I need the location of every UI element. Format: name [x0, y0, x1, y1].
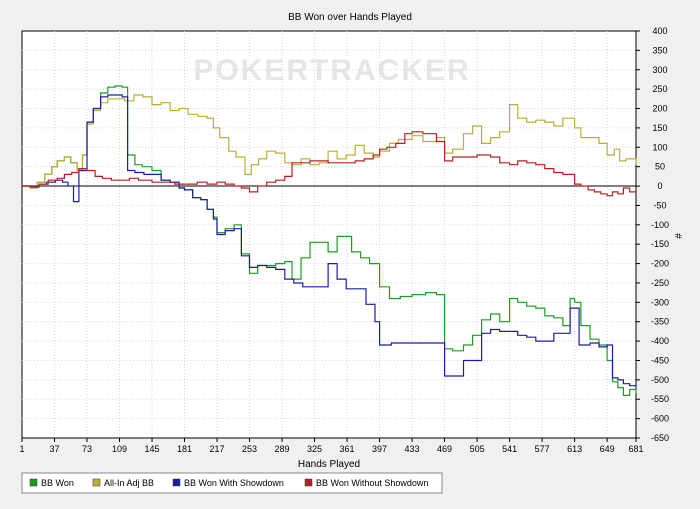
legend-swatch	[29, 478, 38, 487]
watermark-logo: POKERTRACKER	[193, 54, 470, 87]
x-tick-label: 613	[567, 444, 582, 454]
x-tick-label: 649	[600, 444, 615, 454]
legend-swatch	[172, 478, 181, 487]
x-tick-label: 253	[242, 444, 257, 454]
y-tick-label: -450	[651, 355, 669, 365]
legend-swatch	[92, 478, 101, 487]
legend-entry: All-In Adj BB	[104, 478, 154, 488]
series-line-1	[22, 85, 637, 396]
y-tick-label: 50	[655, 162, 665, 172]
y-axis-title: #	[672, 233, 683, 239]
axes: 1 37 73 109 145 181 217 253 289 325 361 397 433 469 50…	[19, 26, 669, 454]
y-tick-label: -100	[651, 220, 669, 230]
x-tick-label: 469	[437, 444, 452, 454]
legend-entry: BB Won With Showdown	[184, 478, 284, 488]
grid	[22, 31, 636, 438]
x-tick-label: 37	[49, 444, 59, 454]
y-tick-label: -250	[651, 278, 669, 288]
series-line-3	[22, 94, 637, 388]
y-tick-label: 250	[652, 84, 667, 94]
x-tick-label: 361	[340, 444, 355, 454]
y-tick-label: 0	[657, 181, 662, 191]
x-tick-label: 73	[82, 444, 92, 454]
x-tick-label: 577	[535, 444, 550, 454]
x-tick-label: 433	[405, 444, 420, 454]
x-tick-label: 505	[470, 444, 485, 454]
legend-box	[21, 472, 443, 494]
legend: BB Won All-In Adj BB BB Won With Showdown B…	[29, 478, 428, 488]
x-tick-label: 109	[112, 444, 127, 454]
y-tick-label: 400	[652, 26, 667, 36]
x-tick-label: 1	[19, 444, 24, 454]
x-tick-label: 145	[145, 444, 160, 454]
y-tick-label: -50	[653, 200, 666, 210]
y-tick-label: -300	[651, 297, 669, 307]
series-line-4	[22, 131, 636, 197]
x-tick-label: 181	[177, 444, 192, 454]
plot-area	[21, 30, 637, 439]
chart-title: BB Won over Hands Played	[288, 12, 412, 23]
x-tick-label: 289	[275, 444, 290, 454]
y-tick-label: -350	[651, 317, 669, 327]
x-tick-label: 541	[502, 444, 517, 454]
y-tick-label: -400	[651, 336, 669, 346]
y-tick-label: -150	[651, 239, 669, 249]
y-tick-label: -650	[651, 433, 669, 443]
y-tick-label: -500	[651, 375, 669, 385]
y-tick-label: -200	[651, 259, 669, 269]
x-tick-label: 217	[210, 444, 225, 454]
legend-entry: BB Won Without Showdown	[316, 478, 428, 488]
legend-swatch	[304, 478, 313, 487]
x-tick-label: 681	[628, 444, 643, 454]
x-axis-title: Hands Played	[298, 459, 360, 470]
y-tick-label: 350	[652, 45, 667, 55]
series-layer	[22, 85, 637, 396]
y-tick-label: 200	[652, 104, 667, 114]
y-tick-label: 300	[652, 65, 667, 75]
y-tick-label: 100	[652, 142, 667, 152]
legend-entry: BB Won	[41, 478, 74, 488]
x-tick-label: 325	[307, 444, 322, 454]
y-tick-label: 150	[652, 123, 667, 133]
y-tick-label: -550	[651, 394, 669, 404]
y-tick-label: -600	[651, 414, 669, 424]
x-tick-label: 397	[372, 444, 387, 454]
